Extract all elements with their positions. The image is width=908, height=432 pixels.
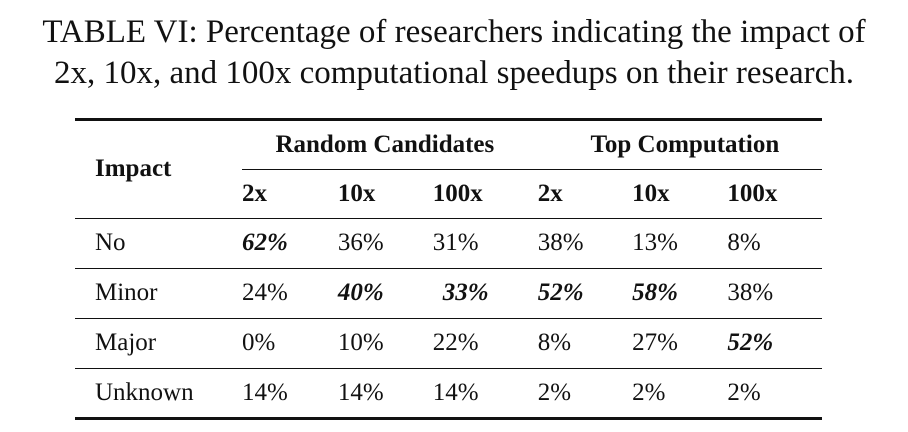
- subheader-top-100x: 100x: [727, 179, 778, 207]
- table-cell: 62%: [241, 217, 338, 268]
- table-cell: 2%: [727, 367, 822, 420]
- group-header-random-candidates: Random Candidates: [241, 118, 538, 170]
- table-cell: 38%: [537, 217, 633, 268]
- table-cell: 14%: [241, 367, 338, 420]
- table-cell: 10%: [337, 317, 433, 368]
- subheader-top-10x: 10x: [632, 179, 670, 207]
- table-cell: 36%: [337, 217, 433, 268]
- table-cell: 40%: [337, 267, 433, 318]
- table-cell: 8%: [537, 317, 633, 368]
- subheader-random-10x: 10x: [337, 179, 376, 207]
- header-group-row: Impact Random Candidates Top Computation: [75, 118, 822, 218]
- table-cell: 14%: [337, 367, 433, 420]
- subheader-random-2x: 2x: [241, 179, 267, 207]
- table-cell: 52%: [537, 267, 633, 318]
- row-label: Major: [75, 317, 242, 368]
- row-label: No: [75, 217, 242, 268]
- table-cell: 33%: [432, 267, 538, 318]
- table-cell: 24%: [241, 267, 338, 318]
- table-cell: 14%: [432, 367, 538, 420]
- table-cell: 2%: [537, 367, 633, 420]
- table-cell: 22%: [432, 317, 538, 368]
- impact-table: Impact Random Candidates Top Computation…: [75, 118, 822, 420]
- table-cell: 38%: [727, 267, 822, 318]
- results-table: Impact Random Candidates Top Computation…: [75, 118, 822, 420]
- table-cell: 31%: [432, 217, 538, 268]
- header-sub-row: 2x 10x 100x 2x 10x 100x: [75, 170, 822, 218]
- table-row: Minor 24% 40% 33% 52% 58% 38%: [75, 267, 822, 318]
- impact-header: Impact: [75, 118, 242, 218]
- table-cell: 27%: [632, 317, 728, 368]
- row-label: Unknown: [75, 367, 242, 420]
- table-row: Major 0% 10% 22% 8% 27% 52%: [75, 317, 822, 368]
- table-row: Unknown 14% 14% 14% 2% 2% 2%: [75, 367, 822, 420]
- subheader-random-100x: 100x: [432, 179, 483, 207]
- table-cell: 0%: [241, 317, 338, 368]
- table-cell: 52%: [727, 317, 822, 368]
- table-row: No 62% 36% 31% 38% 13% 8%: [75, 217, 822, 268]
- table-cell: 8%: [727, 217, 822, 268]
- caption-line-2: 2x, 10x, and 100x computational speedups…: [53, 55, 855, 91]
- group-label-top-computation: Top Computation: [537, 121, 822, 170]
- subheader-top-2x: 2x: [537, 179, 563, 207]
- table-cell: 13%: [632, 217, 728, 268]
- row-label: Minor: [75, 267, 242, 318]
- group-label-random-candidates: Random Candidates: [241, 121, 538, 170]
- table-caption: TABLE VI: Percentage of researchers indi…: [0, 12, 908, 94]
- table-cell: 58%: [632, 267, 728, 318]
- caption-line-1: TABLE VI: Percentage of researchers indi…: [42, 14, 866, 50]
- group-header-top-computation: Top Computation: [537, 118, 822, 170]
- table-cell: 2%: [632, 367, 728, 420]
